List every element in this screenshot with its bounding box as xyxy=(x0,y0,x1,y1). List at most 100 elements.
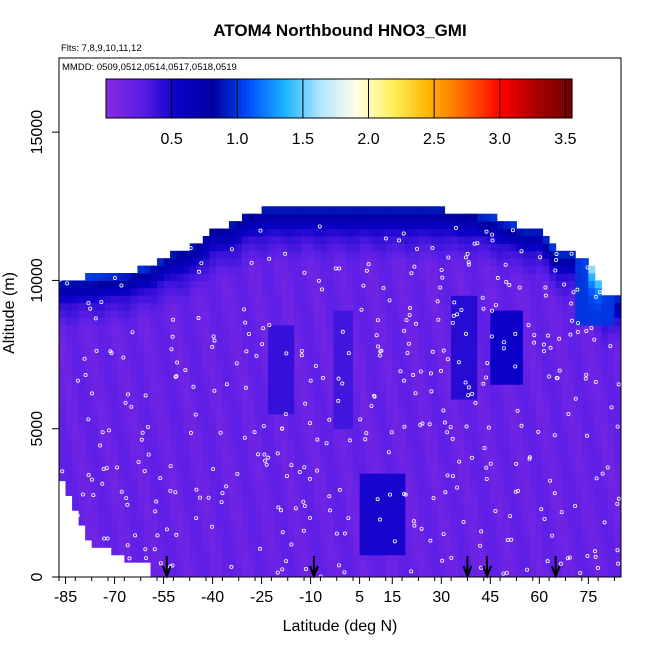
heatmap-cell xyxy=(575,310,583,318)
heatmap-cell xyxy=(326,443,334,452)
heatmap-cell xyxy=(594,458,602,467)
heatmap-cell xyxy=(170,369,178,378)
heatmap-cell xyxy=(307,243,315,252)
colorbar-cell xyxy=(191,79,196,118)
heatmap-cell xyxy=(588,480,596,489)
heatmap-cell xyxy=(183,436,191,445)
heatmap-cell xyxy=(568,413,576,422)
heatmap-cell xyxy=(581,295,589,304)
heatmap-cell xyxy=(588,265,596,274)
heatmap-cell xyxy=(209,413,217,422)
colorbar-cell xyxy=(412,79,418,118)
heatmap-cell xyxy=(562,450,570,459)
heatmap-cell xyxy=(228,258,236,267)
heatmap-cell xyxy=(477,502,485,511)
heatmap-cell xyxy=(594,569,602,577)
heatmap-cell xyxy=(111,539,119,548)
heatmap-cell xyxy=(241,562,250,571)
heatmap-cell xyxy=(614,539,621,548)
heatmap-cell xyxy=(320,562,328,571)
heatmap-cell xyxy=(490,339,498,348)
heatmap-cell xyxy=(581,317,589,326)
heatmap-cell xyxy=(85,510,93,519)
heatmap-cell xyxy=(424,465,432,474)
heatmap-cell xyxy=(130,480,138,489)
heatmap-cell xyxy=(215,488,223,496)
heatmap-cell xyxy=(359,465,367,474)
colorbar-cell xyxy=(172,79,177,118)
heatmap-cell xyxy=(255,235,263,244)
heatmap-cell xyxy=(503,361,511,370)
heatmap-cell xyxy=(91,361,99,370)
colorbar-cell xyxy=(203,79,208,118)
sample-point xyxy=(459,307,464,312)
heatmap-cell xyxy=(91,443,99,452)
heatmap-cell xyxy=(268,391,276,400)
heatmap-cell xyxy=(281,243,289,252)
heatmap-cell xyxy=(255,525,263,534)
heatmap-cell xyxy=(137,473,145,482)
heatmap-cell xyxy=(78,391,86,400)
heatmap-cell xyxy=(496,221,504,230)
heatmap-cell xyxy=(294,302,302,311)
heatmap-cell xyxy=(268,436,276,445)
heatmap-cell xyxy=(85,436,93,445)
heatmap-cell xyxy=(59,317,67,326)
heatmap-cell xyxy=(601,361,609,370)
sample-point xyxy=(443,490,448,495)
heatmap-cell xyxy=(490,273,498,281)
heatmap-cell xyxy=(451,465,459,474)
sample-point xyxy=(386,450,391,455)
heatmap-cell xyxy=(235,228,243,237)
heatmap-cell xyxy=(59,399,67,407)
heatmap-cell xyxy=(490,525,498,534)
heatmap-cell xyxy=(588,517,596,526)
heatmap-cell xyxy=(170,450,178,459)
heatmap-cell xyxy=(353,532,361,541)
heatmap-cell xyxy=(274,421,282,430)
heatmap-cell xyxy=(130,324,138,333)
heatmap-cell xyxy=(522,280,531,289)
sample-point xyxy=(502,340,507,345)
heatmap-cell xyxy=(196,317,204,326)
heatmap-cell xyxy=(477,302,485,311)
heatmap-cell xyxy=(261,406,269,415)
heatmap-cell xyxy=(496,421,504,430)
heatmap-cell xyxy=(157,554,165,563)
heatmap-cell xyxy=(451,302,459,311)
heatmap-cell xyxy=(287,384,295,393)
heatmap-cell xyxy=(529,361,537,370)
heatmap-cell xyxy=(424,250,432,259)
heatmap-cell xyxy=(424,450,432,459)
heatmap-cell xyxy=(163,421,171,430)
heatmap-cell xyxy=(438,347,446,356)
sample-point xyxy=(280,567,285,572)
heatmap-cell xyxy=(274,399,282,407)
heatmap-cell xyxy=(287,480,295,489)
heatmap-cell xyxy=(196,324,204,333)
heatmap-cell xyxy=(431,525,439,534)
heatmap-cell xyxy=(65,369,73,378)
heatmap-cell xyxy=(418,502,426,511)
heatmap-cell xyxy=(483,287,491,296)
heatmap-cell xyxy=(248,562,256,571)
heatmap-cell xyxy=(333,213,341,222)
heatmap-cell xyxy=(326,280,334,289)
heatmap-cell xyxy=(457,517,465,526)
heatmap-cell xyxy=(451,443,459,452)
heatmap-cell xyxy=(405,213,413,222)
sample-point xyxy=(261,424,266,429)
heatmap-cell xyxy=(326,258,334,267)
heatmap-cell xyxy=(346,547,354,556)
heatmap-cell xyxy=(320,250,328,259)
heatmap-cell xyxy=(555,384,563,393)
heatmap-cell xyxy=(366,235,374,244)
sample-point xyxy=(146,452,151,457)
heatmap-cell xyxy=(385,428,393,437)
heatmap-cell xyxy=(163,458,171,467)
heatmap-cell xyxy=(320,399,328,407)
heatmap-cell xyxy=(529,265,537,274)
sample-point xyxy=(374,333,379,338)
heatmap-cell xyxy=(228,391,236,400)
heatmap-cell xyxy=(581,361,589,370)
